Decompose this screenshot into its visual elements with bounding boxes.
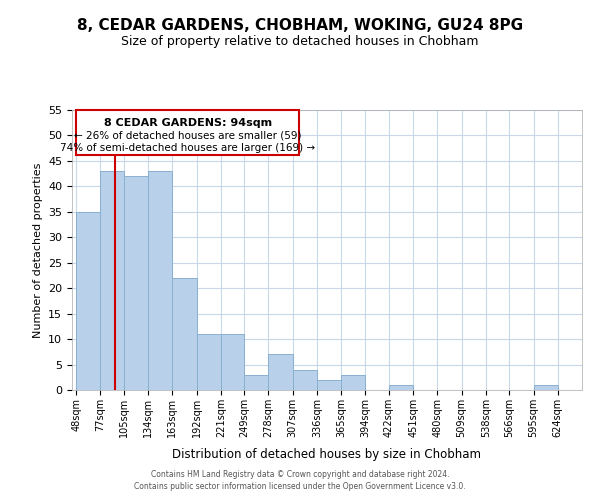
X-axis label: Distribution of detached houses by size in Chobham: Distribution of detached houses by size … (173, 448, 482, 461)
Bar (389, 385, 413, 390)
Bar (268, 354, 293, 390)
Y-axis label: Number of detached properties: Number of detached properties (32, 162, 43, 338)
Bar (148, 171, 172, 390)
Bar (221, 334, 244, 390)
Bar (197, 334, 221, 390)
Bar (100, 171, 124, 390)
Text: Contains HM Land Registry data © Crown copyright and database right 2024.: Contains HM Land Registry data © Crown c… (151, 470, 449, 479)
Text: Contains public sector information licensed under the Open Government Licence v3: Contains public sector information licen… (134, 482, 466, 491)
Text: Size of property relative to detached houses in Chobham: Size of property relative to detached ho… (121, 35, 479, 48)
Text: ← 26% of detached houses are smaller (59): ← 26% of detached houses are smaller (59… (74, 130, 302, 140)
Bar (124, 176, 148, 390)
Bar (341, 374, 365, 390)
Text: 8, CEDAR GARDENS, CHOBHAM, WOKING, GU24 8PG: 8, CEDAR GARDENS, CHOBHAM, WOKING, GU24 … (77, 18, 523, 32)
Bar (244, 374, 268, 390)
Bar (533, 385, 558, 390)
Bar (317, 380, 341, 390)
Bar (172, 278, 197, 390)
Bar (293, 370, 317, 390)
Text: 8 CEDAR GARDENS: 94sqm: 8 CEDAR GARDENS: 94sqm (104, 118, 272, 128)
Text: 74% of semi-detached houses are larger (169) →: 74% of semi-detached houses are larger (… (60, 143, 316, 153)
Bar (76, 212, 100, 390)
FancyBboxPatch shape (76, 110, 299, 155)
